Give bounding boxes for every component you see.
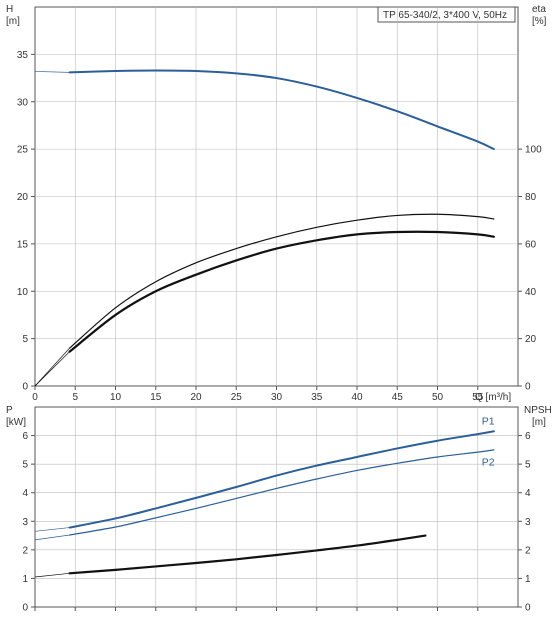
top-left-tick-label-2: 10 bbox=[17, 287, 29, 298]
x-tick-label-8: 40 bbox=[351, 392, 363, 403]
top-right-axis-unit: [%] bbox=[532, 16, 547, 27]
bottom-left-tick-label-0: 0 bbox=[22, 603, 28, 614]
top-left-tick-label-3: 15 bbox=[17, 239, 29, 250]
bottom-right-tick-label-5: 5 bbox=[525, 460, 531, 471]
top-right-tick-label-4: 80 bbox=[525, 192, 537, 203]
top-plot-area: 0 5 10 15 20 25 30 35 40 45 50 55 0 5 10 15 20 25 30 35 0 20 4… bbox=[17, 6, 542, 403]
bottom-right-tick-label-4: 4 bbox=[525, 488, 531, 499]
top-series-2-extension bbox=[34, 351, 70, 387]
bottom-series-2-extension bbox=[34, 572, 70, 578]
top-left-tick-label-0: 0 bbox=[22, 382, 28, 393]
x-tick-label-0: 0 bbox=[32, 392, 38, 403]
series-label-p1: P1 bbox=[482, 415, 495, 427]
x-tick-label-6: 30 bbox=[271, 392, 283, 403]
series-label-p2: P2 bbox=[482, 457, 495, 469]
chart-title: TP 65-340/2, 3*400 V, 50Hz bbox=[383, 10, 507, 21]
x-tick-label-9: 45 bbox=[392, 392, 404, 403]
bottom-chart: P [kW] NPSH [m] bbox=[6, 405, 552, 428]
top-left-tick-label-6: 30 bbox=[17, 97, 29, 108]
x-tick-label-4: 20 bbox=[190, 392, 202, 403]
top-series-1-line bbox=[69, 213, 495, 349]
top-chart: H [m] eta [%] TP 65-340/2, 3*400 V, 50Hz… bbox=[6, 4, 547, 403]
top-left-tick-label-4: 20 bbox=[17, 192, 29, 203]
bottom-plot-area: 0 1 2 3 4 5 6 0 1 2 3 4 5 6 P1 P2 bbox=[22, 406, 531, 614]
top-left-tick-label-5: 25 bbox=[17, 145, 29, 156]
x-tick-label-3: 15 bbox=[150, 392, 162, 403]
x-axis-label: Q [m³/h] bbox=[475, 392, 511, 403]
top-right-tick-label-2: 40 bbox=[525, 287, 537, 298]
top-right-tick-label-1: 20 bbox=[525, 334, 537, 345]
bottom-right-tick-label-0: 0 bbox=[525, 603, 531, 614]
bottom-left-tick-label-2: 2 bbox=[22, 545, 28, 556]
top-right-tick-label-5: 100 bbox=[525, 145, 542, 156]
x-tick-label-11: 55 bbox=[472, 392, 484, 403]
x-tick-label-10: 50 bbox=[432, 392, 444, 403]
top-series-1-extension bbox=[34, 347, 70, 387]
bottom-left-axis-name: P bbox=[6, 405, 13, 416]
bottom-left-tick-label-6: 6 bbox=[22, 431, 28, 442]
bottom-left-tick-label-3: 3 bbox=[22, 517, 28, 528]
bottom-right-tick-label-2: 2 bbox=[525, 545, 531, 556]
bottom-series-1-line bbox=[69, 449, 495, 536]
bottom-series-0-line bbox=[68, 430, 495, 529]
top-left-axis-name: H bbox=[6, 4, 13, 15]
top-right-tick-label-0: 0 bbox=[525, 382, 531, 393]
bottom-series-0-extension bbox=[34, 527, 70, 532]
bottom-left-tick-label-1: 1 bbox=[22, 574, 28, 585]
top-left-tick-label-7: 35 bbox=[17, 50, 29, 61]
top-right-axis-name: eta bbox=[532, 4, 546, 15]
top-series-0-extension bbox=[34, 71, 70, 73]
bottom-left-tick-label-4: 4 bbox=[22, 488, 28, 499]
x-tick-label-5: 25 bbox=[231, 392, 243, 403]
bottom-right-axis-name: NPSH bbox=[524, 405, 552, 416]
x-tick-label-1: 5 bbox=[72, 392, 78, 403]
bottom-series-2-line bbox=[68, 534, 427, 575]
bottom-right-tick-label-3: 3 bbox=[525, 517, 531, 528]
top-series-2-line bbox=[68, 230, 495, 353]
bottom-left-axis-unit: [kW] bbox=[6, 417, 26, 428]
x-tick-label-7: 35 bbox=[311, 392, 323, 403]
bottom-left-tick-label-5: 5 bbox=[22, 460, 28, 471]
top-left-axis-unit: [m] bbox=[6, 16, 20, 27]
bottom-series-1-extension bbox=[34, 534, 70, 541]
top-series-0-line bbox=[68, 69, 495, 151]
bottom-right-tick-label-1: 1 bbox=[525, 574, 531, 585]
bottom-right-axis-unit: [m] bbox=[532, 417, 546, 428]
x-tick-label-2: 10 bbox=[110, 392, 122, 403]
top-left-tick-label-1: 5 bbox=[22, 334, 28, 345]
top-right-tick-label-3: 60 bbox=[525, 239, 537, 250]
bottom-right-tick-label-6: 6 bbox=[525, 431, 531, 442]
